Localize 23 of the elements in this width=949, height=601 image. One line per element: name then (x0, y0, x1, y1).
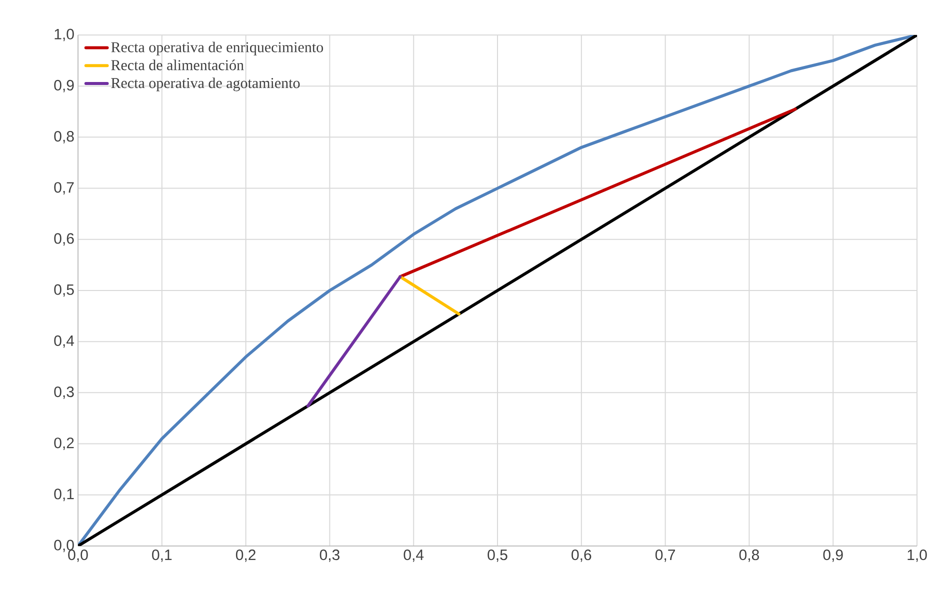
legend-label: Recta de alimentación (111, 60, 244, 70)
x-tick-label: 0,2 (236, 550, 256, 562)
y-tick-label: 0,9 (54, 80, 74, 92)
x-tick-label: 0,7 (655, 550, 675, 562)
x-tick-label: 0,8 (739, 550, 759, 562)
y-tick-label: 0,6 (54, 233, 74, 246)
y-tick-label: 0,8 (54, 130, 74, 144)
legend-label: Recta operativa de agotamiento (111, 78, 300, 92)
y-tick-label: 0,2 (54, 438, 74, 450)
x-tick-label: 0,3 (320, 550, 340, 562)
x-tick-label: 0,9 (823, 550, 843, 562)
y-tick-label: 0,3 (54, 386, 74, 399)
y-tick-label: 0,4 (54, 335, 74, 348)
y-tick-label: 1,0 (54, 28, 74, 42)
legend-label: Recta operativa de enriquecimiento (111, 42, 324, 56)
x-tick-label: 0,6 (572, 550, 592, 562)
x-tick-label: 0,4 (404, 550, 424, 562)
y-tick-label: 0,1 (54, 488, 74, 502)
y-tick-label: 0,7 (54, 182, 74, 194)
x-tick-label: 0,1 (152, 550, 172, 562)
y-tick-label: 0,5 (54, 284, 74, 297)
x-tick-label: 0,5 (488, 550, 508, 562)
x-tick-label: 1,0 (908, 550, 927, 562)
